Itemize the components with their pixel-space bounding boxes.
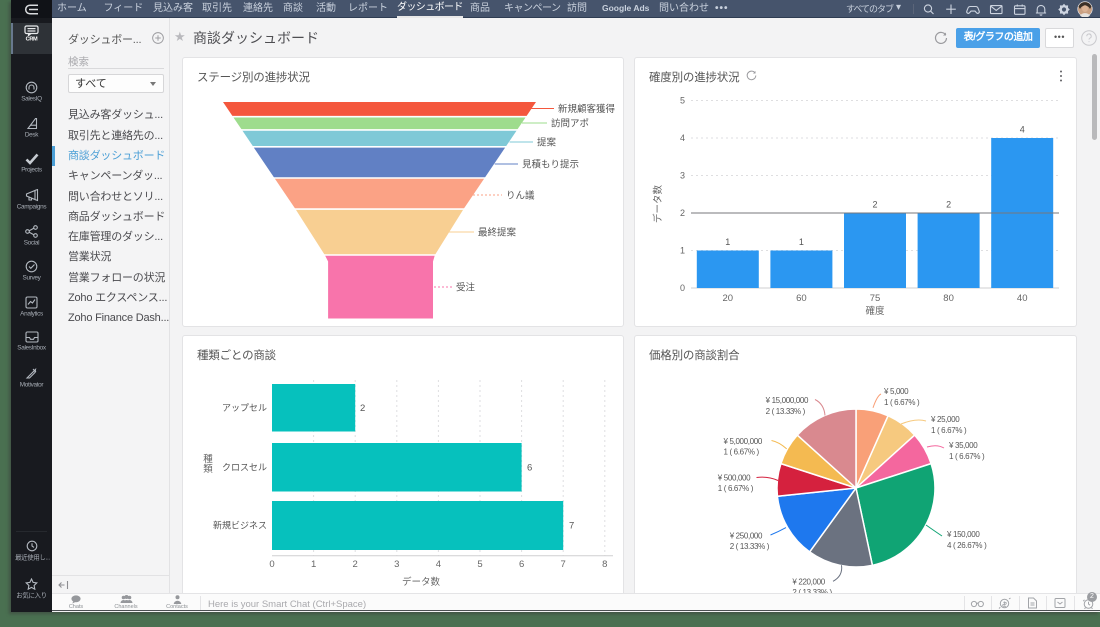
svg-text:アップセル: アップセル bbox=[222, 403, 267, 413]
svg-text:75: 75 bbox=[870, 293, 881, 304]
svg-text:4 ( 26.67% ): 4 ( 26.67% ) bbox=[947, 541, 987, 550]
svg-text:¥ 5,000: ¥ 5,000 bbox=[883, 387, 909, 396]
svg-text:5: 5 bbox=[477, 559, 482, 570]
svg-text:クロスセル: クロスセル bbox=[222, 463, 267, 473]
svg-text:¥ 25,000: ¥ 25,000 bbox=[930, 415, 960, 424]
svg-text:1: 1 bbox=[799, 237, 804, 247]
svg-text:2: 2 bbox=[946, 200, 951, 210]
svg-text:確度: 確度 bbox=[865, 305, 885, 317]
svg-text:1 ( 6.67% ): 1 ( 6.67% ) bbox=[931, 426, 967, 435]
svg-text:5: 5 bbox=[680, 96, 685, 106]
svg-text:2 ( 13.33% ): 2 ( 13.33% ) bbox=[792, 588, 832, 597]
svg-text:¥ 500,000: ¥ 500,000 bbox=[717, 474, 751, 483]
svg-text:見積もり提示: 見積もり提示 bbox=[522, 159, 579, 171]
svg-text:0: 0 bbox=[680, 283, 685, 293]
svg-text:7: 7 bbox=[561, 559, 566, 570]
svg-text:1: 1 bbox=[311, 559, 316, 570]
svg-text:2 ( 13.33% ): 2 ( 13.33% ) bbox=[730, 542, 770, 551]
svg-text:8: 8 bbox=[602, 559, 607, 570]
svg-text:1 ( 6.67% ): 1 ( 6.67% ) bbox=[949, 452, 985, 461]
svg-text:¥ 35,000: ¥ 35,000 bbox=[948, 441, 978, 450]
svg-text:1: 1 bbox=[725, 237, 730, 247]
svg-text:40: 40 bbox=[1017, 293, 1028, 304]
svg-text:4: 4 bbox=[1020, 125, 1025, 135]
svg-text:¥ 250,000: ¥ 250,000 bbox=[729, 532, 763, 541]
svg-text:種: 種 bbox=[203, 454, 213, 465]
svg-text:1 ( 6.67% ): 1 ( 6.67% ) bbox=[718, 484, 754, 493]
svg-text:最終提案: 最終提案 bbox=[478, 227, 517, 239]
svg-text:2: 2 bbox=[872, 200, 877, 210]
svg-text:2 ( 13.33% ): 2 ( 13.33% ) bbox=[766, 407, 806, 416]
svg-text:新規顧客獲得: 新規顧客獲得 bbox=[558, 103, 616, 115]
svg-text:データ数: データ数 bbox=[652, 185, 664, 224]
svg-text:4: 4 bbox=[436, 559, 441, 570]
svg-text:りん議: りん議 bbox=[506, 190, 535, 202]
svg-text:2: 2 bbox=[360, 403, 365, 414]
svg-text:20: 20 bbox=[723, 293, 734, 304]
svg-text:6: 6 bbox=[527, 463, 532, 474]
svg-text:訪問アポ: 訪問アポ bbox=[551, 118, 589, 130]
svg-text:3: 3 bbox=[394, 559, 399, 570]
svg-text:¥ 5,000,000: ¥ 5,000,000 bbox=[723, 437, 763, 446]
svg-text:新規ビジネス: 新規ビジネス bbox=[213, 520, 267, 531]
svg-text:7: 7 bbox=[569, 521, 574, 532]
svg-text:データ数: データ数 bbox=[402, 576, 441, 588]
svg-text:2: 2 bbox=[353, 559, 358, 570]
svg-text:0: 0 bbox=[269, 559, 274, 570]
svg-text:類: 類 bbox=[203, 464, 213, 475]
svg-text:3: 3 bbox=[680, 171, 685, 181]
svg-text:60: 60 bbox=[796, 293, 807, 304]
svg-text:¥ 220,000: ¥ 220,000 bbox=[791, 578, 825, 587]
svg-text:1 ( 6.67% ): 1 ( 6.67% ) bbox=[724, 448, 760, 457]
svg-text:80: 80 bbox=[943, 293, 954, 304]
svg-text:2: 2 bbox=[680, 208, 685, 218]
svg-text:受注: 受注 bbox=[456, 282, 476, 294]
svg-text:1 ( 6.67% ): 1 ( 6.67% ) bbox=[884, 398, 920, 407]
svg-text:4: 4 bbox=[680, 133, 685, 143]
svg-text:¥ 15,000,000: ¥ 15,000,000 bbox=[765, 396, 809, 405]
svg-text:6: 6 bbox=[519, 559, 524, 570]
svg-text:¥ 150,000: ¥ 150,000 bbox=[946, 530, 980, 539]
svg-text:1: 1 bbox=[680, 246, 685, 256]
svg-text:提案: 提案 bbox=[537, 137, 557, 149]
